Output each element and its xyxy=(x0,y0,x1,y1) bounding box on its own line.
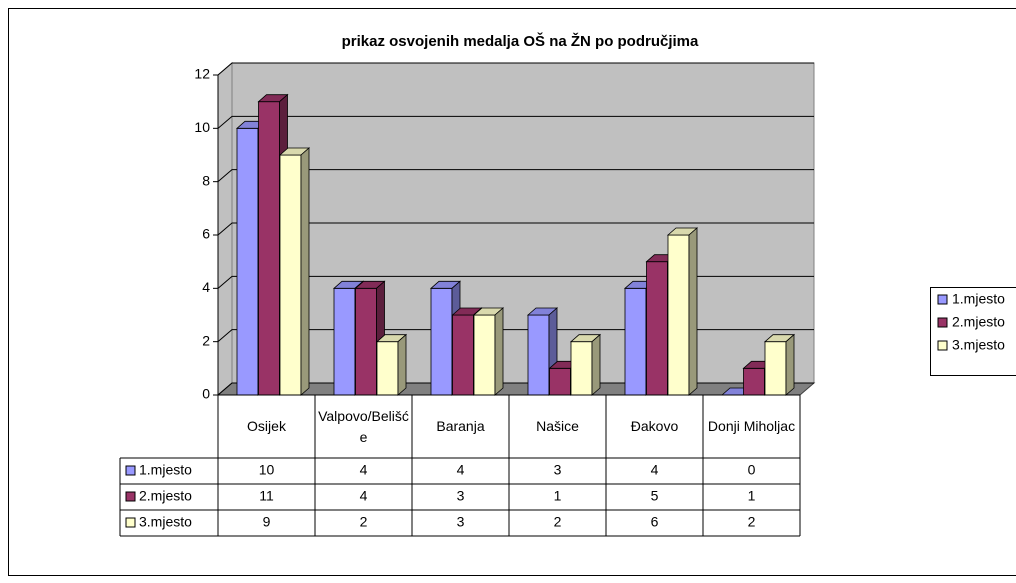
bar xyxy=(430,287,453,396)
bar-side xyxy=(397,333,407,396)
bar xyxy=(452,314,474,396)
bar xyxy=(355,287,377,396)
category-label: Donji Miholjac xyxy=(707,418,796,434)
bar xyxy=(527,314,550,396)
bar xyxy=(646,261,668,396)
table-value: 10 xyxy=(259,462,275,478)
table-value: 4 xyxy=(457,462,465,478)
category-label: Baranja xyxy=(436,418,485,434)
bar xyxy=(624,287,647,396)
table-series-name: 1.mjesto xyxy=(139,462,192,478)
table-value: 2 xyxy=(360,514,368,530)
category-label: Osijek xyxy=(247,418,286,434)
bar xyxy=(743,367,765,396)
legend-swatch xyxy=(937,340,948,351)
bar xyxy=(279,154,302,396)
legend-label: 3.mjesto xyxy=(952,337,1005,353)
table-value: 1 xyxy=(748,488,756,504)
grid-line xyxy=(217,62,814,76)
bar-side xyxy=(688,227,698,396)
bar-side xyxy=(300,147,310,396)
grid-line xyxy=(217,275,814,289)
bar xyxy=(376,341,399,396)
grid-line xyxy=(217,382,814,396)
y-tick-label: 0 xyxy=(202,386,210,402)
legend-swatch xyxy=(125,465,136,476)
table-value: 9 xyxy=(263,514,271,530)
legend-label: 2.mjesto xyxy=(952,314,1005,330)
table-value: 3 xyxy=(457,488,465,504)
legend-label: 1.mjesto xyxy=(952,291,1005,307)
legend-swatch xyxy=(125,491,136,502)
table-value: 2 xyxy=(554,514,562,530)
grid-line xyxy=(217,329,814,343)
y-tick-label: 2 xyxy=(202,332,210,348)
table-value: 4 xyxy=(651,462,659,478)
legend-swatch xyxy=(937,294,948,305)
table-value: 0 xyxy=(748,462,756,478)
table-series-name: 2.mjesto xyxy=(139,488,192,504)
table-value: 2 xyxy=(748,514,756,530)
bar xyxy=(258,101,280,396)
chart-title: prikaz osvojenih medalja OŠ na ŽN po pod… xyxy=(342,32,699,50)
grid-line xyxy=(217,115,814,129)
legend-swatch xyxy=(125,517,136,528)
table-value: 3 xyxy=(554,462,562,478)
bar-side xyxy=(785,333,795,396)
y-tick-label: 10 xyxy=(194,119,210,135)
y-tick-label: 6 xyxy=(202,226,210,242)
table-value: 1 xyxy=(554,488,562,504)
legend-swatch xyxy=(937,317,948,328)
grid-line xyxy=(217,222,814,236)
bar-side xyxy=(591,333,601,396)
bar xyxy=(667,234,690,396)
table-value: 5 xyxy=(651,488,659,504)
bar xyxy=(764,341,787,396)
category-label: Našice xyxy=(536,418,579,434)
y-tick-label: 8 xyxy=(202,172,210,188)
table-value: 4 xyxy=(360,488,368,504)
y-tick-label: 12 xyxy=(194,66,210,82)
bar xyxy=(570,341,593,396)
table-value: 6 xyxy=(651,514,659,530)
bar-side xyxy=(494,307,504,396)
grid-line xyxy=(217,169,814,183)
bar xyxy=(236,127,259,396)
category-label: Đakovo xyxy=(630,418,679,434)
category-label: Valpovo/Belišće xyxy=(318,407,409,445)
bar xyxy=(333,287,356,396)
bar xyxy=(473,314,496,396)
table-series-name: 3.mjesto xyxy=(139,514,192,530)
table-value: 3 xyxy=(457,514,465,530)
table-value: 4 xyxy=(360,462,368,478)
table-value: 11 xyxy=(259,488,274,504)
y-tick-label: 4 xyxy=(202,279,210,295)
bar xyxy=(549,367,571,396)
